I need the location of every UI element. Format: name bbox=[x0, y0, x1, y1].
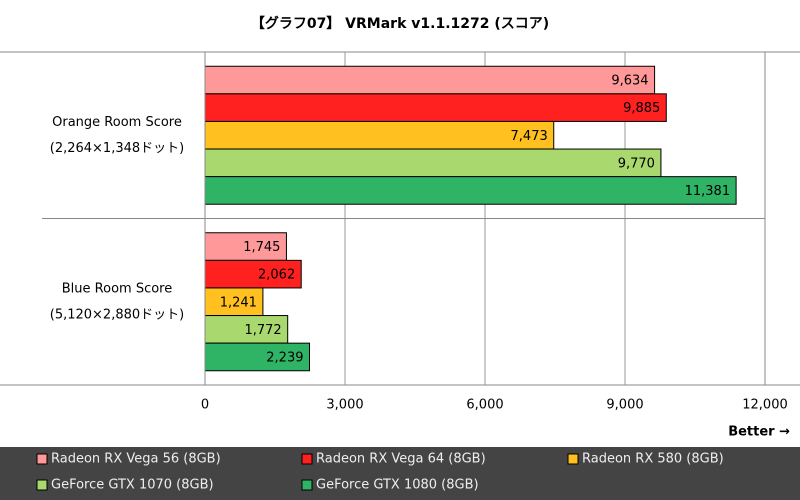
data-label: 11,381 bbox=[685, 184, 731, 199]
legend-swatch bbox=[567, 453, 579, 465]
legend-label: Radeon RX Vega 56 (8GB) bbox=[51, 452, 221, 467]
legend-label: Radeon RX Vega 64 (8GB) bbox=[316, 452, 486, 467]
legend-label: GeForce GTX 1080 (8GB) bbox=[316, 478, 479, 493]
legend-label: GeForce GTX 1070 (8GB) bbox=[51, 478, 214, 493]
annotation: Better → bbox=[728, 425, 790, 440]
x-tick-label: 0 bbox=[201, 398, 209, 413]
legend-swatch bbox=[36, 479, 48, 491]
legend-swatch bbox=[36, 453, 48, 465]
bar bbox=[204, 120, 555, 150]
y-tick-label: Orange Room Score bbox=[52, 115, 182, 130]
y-tick-label: Blue Room Score bbox=[62, 281, 172, 296]
data-label: 7,473 bbox=[511, 129, 548, 144]
bar bbox=[204, 148, 662, 178]
data-label: 2,062 bbox=[258, 268, 295, 283]
x-tick-label: 3,000 bbox=[326, 398, 363, 413]
x-tick-label: 6,000 bbox=[466, 398, 503, 413]
y-tick-note: (2,264×1,348ドット) bbox=[50, 141, 184, 156]
bar bbox=[204, 65, 656, 95]
data-label: 2,239 bbox=[266, 350, 303, 365]
bar bbox=[204, 176, 737, 205]
data-label: 9,885 bbox=[623, 101, 660, 116]
x-tick-label: 12,000 bbox=[742, 398, 788, 413]
data-label: 1,772 bbox=[244, 323, 281, 338]
y-tick-note: (5,120×2,880ドット) bbox=[50, 307, 184, 322]
legend-label: Radeon RX 580 (8GB) bbox=[582, 452, 724, 467]
data-label: 1,241 bbox=[220, 295, 257, 310]
chart-title: 【グラフ07】 VRMark v1.1.1272 (スコア) bbox=[251, 15, 549, 32]
data-label: 9,770 bbox=[618, 156, 655, 171]
data-label: 9,634 bbox=[611, 74, 648, 89]
data-label: 1,745 bbox=[243, 240, 280, 255]
legend-swatch bbox=[301, 479, 313, 491]
bar bbox=[204, 93, 667, 122]
bar bbox=[204, 342, 310, 372]
x-tick-label: 9,000 bbox=[606, 398, 643, 413]
legend-band bbox=[0, 447, 800, 500]
legend-swatch bbox=[301, 453, 313, 465]
bar bbox=[204, 287, 264, 317]
